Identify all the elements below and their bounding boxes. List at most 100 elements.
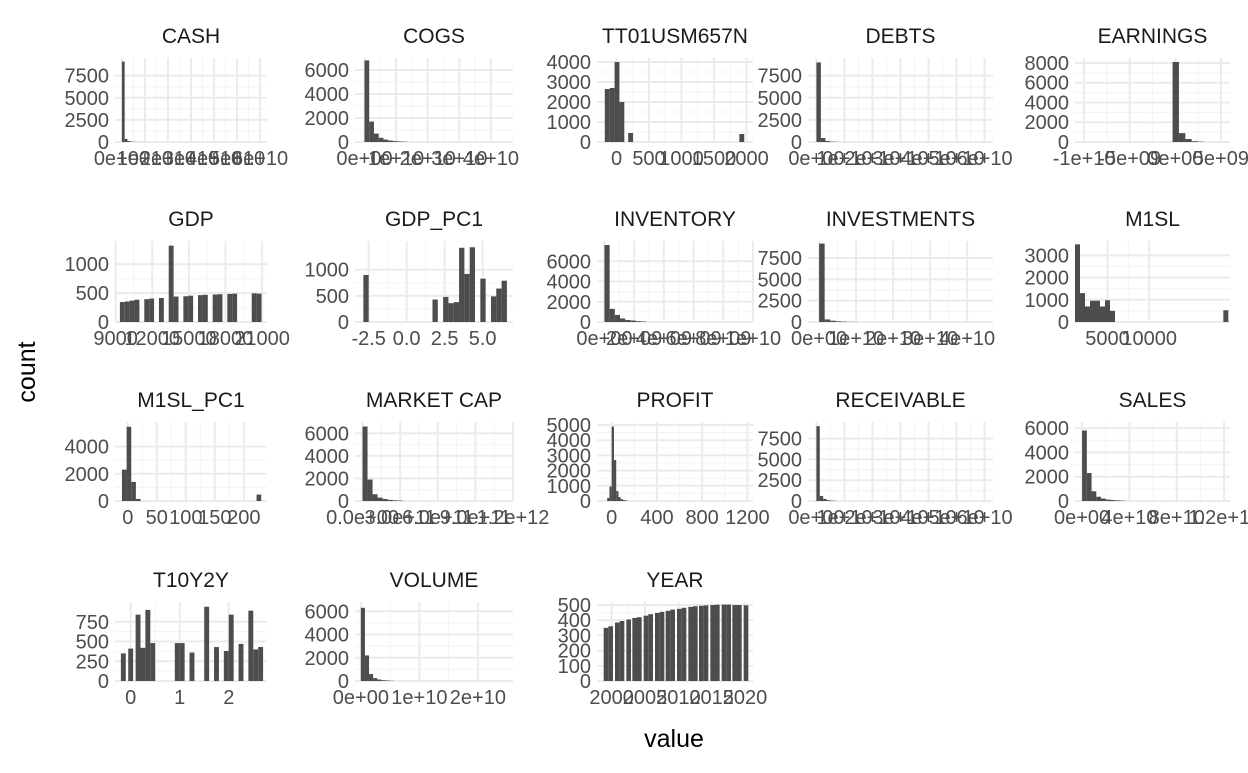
y-tick-label: 0 [791,491,802,513]
x-tick-label: 400 [640,507,673,529]
histogram-bar [615,623,620,681]
facet-title: SALES [1119,389,1187,412]
y-tick-label: 3000 [1025,245,1070,267]
histogram-bar [364,60,369,142]
facet-title: M1SL [1125,208,1180,231]
histogram-bar [704,605,709,681]
histogram-bar [496,289,501,322]
histogram-bars [120,246,262,322]
y-tick-label: 250 [76,651,109,673]
histogram-bar [393,500,398,501]
histogram-bar [715,605,720,681]
histogram-bar [1075,244,1080,322]
facet-title: RECEIVABLE [835,389,965,412]
histogram-bar [120,302,125,322]
facet-panel-debts: 0e+001e+102e+103e+104e+105e+106e+1002500… [758,25,1013,170]
x-tick-label: 0.0 [393,328,421,350]
histogram-bar [1223,310,1228,322]
y-tick-label: 500 [316,286,349,308]
y-tick-label: 4000 [305,84,350,106]
x-tick-label: 5.0 [469,328,497,350]
histogram-bar [136,615,141,681]
histogram-bar [214,647,219,681]
histogram-bar [121,653,126,681]
histogram-bar [502,281,507,322]
histogram-bar [1090,301,1095,322]
histogram-bar [618,497,620,501]
histogram-bar [628,133,633,142]
facet-title: VOLUME [390,569,479,592]
y-tick-label: 2000 [1025,467,1070,489]
y-tick-label: 1000 [305,260,350,282]
y-tick-label: 0 [580,312,591,334]
histogram-bar [616,491,618,501]
histogram-bars [604,245,646,322]
x-tick-label: 4e+10 [463,148,519,170]
y-tick-label: 7500 [65,66,110,88]
y-tick-label: 0 [338,132,349,154]
x-tick-label: 10000 [1121,328,1177,350]
facet-title: T10Y2Y [153,569,229,592]
histogram-bar [604,245,609,322]
histogram-bar [229,615,234,681]
y-tick-label: 6000 [1025,418,1070,440]
y-tick-label: 0 [98,671,109,693]
histogram-bar [368,480,373,501]
y-tick-label: 500 [76,283,109,305]
histogram-bar [257,294,262,322]
x-tick-label: 21000 [234,328,290,350]
histogram-bar [604,628,609,681]
x-tick-label: 800 [685,507,718,529]
histogram-bar [609,487,611,501]
histogram-bar [608,626,613,681]
y-tick-label: 0 [338,671,349,693]
histogram-bar [677,609,682,681]
histogram-bar [726,605,731,681]
x-tick-label: 0 [125,687,136,709]
histogram-bar [625,320,630,322]
y-tick-label: 2000 [547,92,592,114]
histogram-bar [253,649,258,681]
y-tick-label: 4000 [547,52,592,74]
y-tick-label: 1000 [1025,290,1070,312]
facet-panel-cogs: 0e+001e+102e+103e+104e+100200040006000CO… [305,25,519,170]
histogram-bar [1080,293,1085,322]
y-tick-label: 0 [791,132,802,154]
histogram-bar [1110,500,1115,501]
histogram-bar [610,88,615,142]
y-tick-label: 1000 [547,112,592,134]
histogram-bars [361,608,394,681]
histogram-bar [383,140,388,142]
histogram-bar [203,295,208,322]
y-tick-label: 0 [580,132,591,154]
y-tick-label: 6000 [1025,73,1070,95]
x-tick-label: 2 [223,687,234,709]
histogram-bar [169,246,174,322]
histogram-bar [136,499,141,501]
histogram-bar [227,294,232,322]
x-tick-label: 1200 [725,507,770,529]
histogram-bar [149,299,154,322]
histogram-bar [699,606,704,681]
y-tick-label: 2000 [305,468,350,490]
y-tick-label: 0 [1058,491,1069,513]
facet-title: INVENTORY [614,208,736,231]
y-tick-label: 5000 [547,415,592,437]
y-tick-label: 2500 [758,110,803,132]
facet-title: M1SL_PC1 [137,389,244,412]
histogram-bar [213,295,218,322]
histogram-bar [127,427,132,501]
histogram-bar [655,613,660,681]
histogram-bar [1096,497,1101,501]
y-tick-label: 500 [76,632,109,654]
histogram-bar [144,299,149,322]
histogram-bar [620,318,625,322]
histogram-bar [130,301,135,322]
histogram-bar [258,647,263,681]
histogram-bar [1095,301,1100,322]
histogram-bar [131,482,136,501]
facet-title: MARKET CAP [366,389,502,412]
histogram-bar [252,293,257,322]
